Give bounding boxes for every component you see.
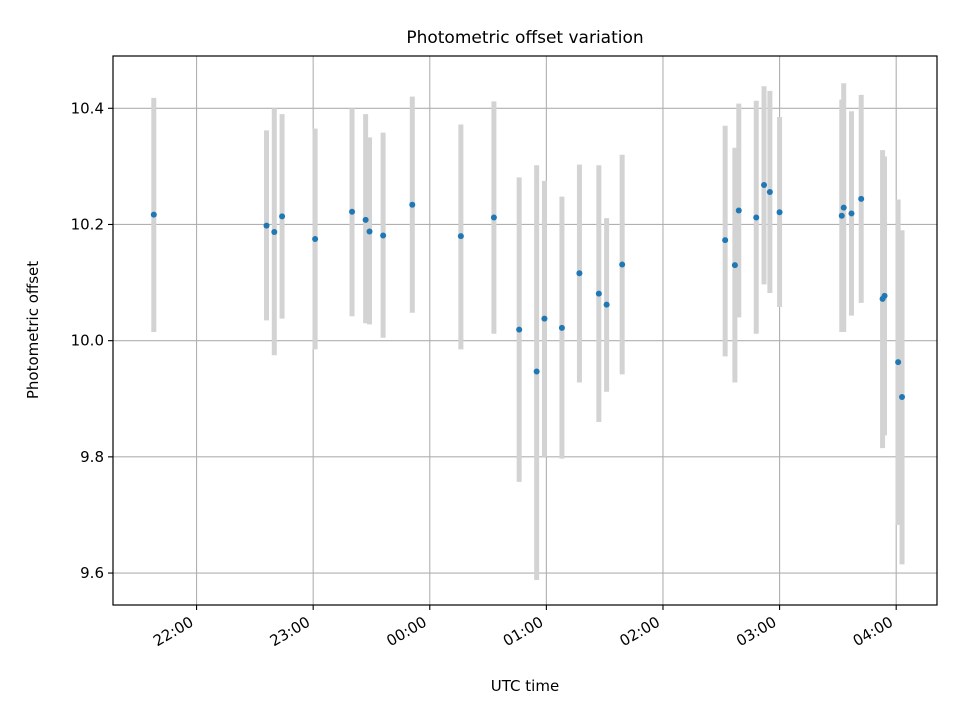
y-tick-label: 9.6 <box>80 564 104 582</box>
data-point <box>895 359 902 366</box>
data-point <box>766 188 773 195</box>
data-point <box>735 207 742 214</box>
plot-frame <box>112 55 938 606</box>
data-point <box>558 324 565 331</box>
data-point <box>840 204 847 211</box>
data-point <box>533 368 540 375</box>
data-point <box>541 315 548 322</box>
data-point <box>312 236 319 242</box>
x-tick-label: 01:00 <box>500 613 546 650</box>
y-axis-ticks: 9.6 9.8 10.0 10.2 10.4 <box>71 99 113 582</box>
x-tick-label: 02:00 <box>617 613 663 650</box>
data-point <box>380 232 387 239</box>
x-tick-label: 03:00 <box>733 613 779 650</box>
data-point <box>776 209 783 216</box>
data-point <box>150 211 157 218</box>
data-point <box>349 208 356 215</box>
data-point <box>619 261 626 268</box>
x-axis-ticks: 22:00 23:00 00:00 01:00 02:00 03:00 04:00 <box>150 605 897 650</box>
data-point <box>516 326 523 333</box>
data-points <box>150 181 906 401</box>
data-point <box>263 222 270 229</box>
data-point <box>362 216 369 223</box>
data-point <box>271 229 278 236</box>
error-bars <box>151 83 905 581</box>
data-point <box>753 214 760 221</box>
data-point <box>881 292 888 299</box>
chart-title: Photometric offset variation <box>406 28 643 48</box>
data-point <box>457 233 464 240</box>
data-point <box>409 201 416 208</box>
y-axis-label: Photometric offset <box>24 261 42 399</box>
data-point <box>838 212 845 219</box>
x-axis-label: UTC time <box>491 677 559 695</box>
x-tick-label: 04:00 <box>850 613 896 650</box>
data-point <box>603 301 610 308</box>
x-tick-label: 23:00 <box>267 613 313 650</box>
data-point <box>366 228 373 235</box>
data-point <box>490 214 497 221</box>
data-point <box>858 195 865 202</box>
grid <box>113 56 937 605</box>
y-tick-label: 10.0 <box>71 332 104 350</box>
data-point <box>848 210 855 217</box>
y-tick-label: 10.4 <box>71 99 104 117</box>
data-point <box>761 181 768 188</box>
x-tick-label: 00:00 <box>383 613 429 650</box>
data-point <box>731 262 738 269</box>
y-tick-label: 9.8 <box>80 448 104 466</box>
data-point <box>279 213 286 220</box>
y-tick-label: 10.2 <box>71 215 104 233</box>
data-point <box>722 237 729 244</box>
x-tick-label: 22:00 <box>150 613 196 650</box>
data-point <box>899 394 906 401</box>
data-point <box>576 270 583 277</box>
data-point <box>595 290 602 297</box>
